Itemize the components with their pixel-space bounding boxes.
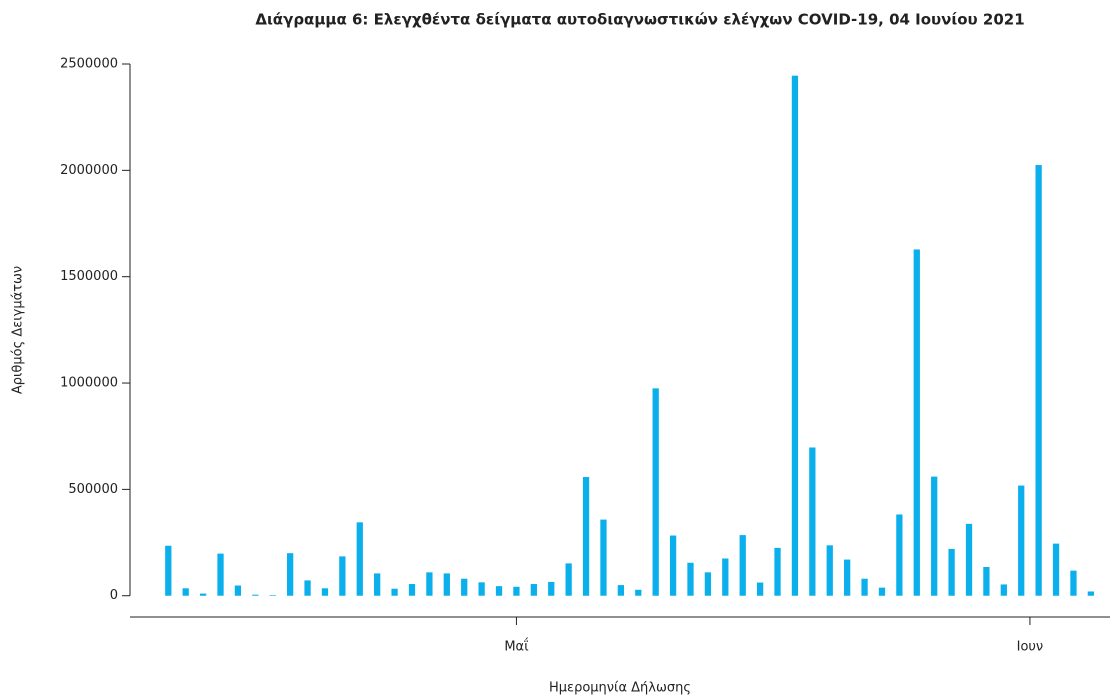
bar [635, 589, 642, 596]
y-axis-label: Αριθμός Δειγμάτων [11, 266, 26, 394]
bar [669, 535, 677, 596]
y-tick-label: 2500000 [60, 57, 118, 72]
bar [234, 585, 242, 596]
bar [478, 582, 485, 596]
bar [391, 588, 398, 596]
bar [548, 581, 555, 596]
bar [165, 545, 172, 596]
bar [495, 586, 503, 596]
bar [374, 573, 381, 596]
bar [756, 582, 764, 596]
bar [791, 75, 799, 596]
bar [182, 588, 189, 596]
bar [356, 522, 363, 596]
chart-title: Διάγραμμα 6: Ελεγχθέντα δείγματα αυτοδια… [255, 11, 1024, 29]
bar [530, 584, 537, 596]
y-tick-label: 1000000 [60, 376, 118, 391]
bar [513, 586, 520, 596]
bar [652, 388, 659, 596]
bar [565, 563, 572, 596]
bar [948, 548, 955, 596]
bar [878, 587, 886, 596]
bar [582, 477, 590, 596]
bar [774, 547, 781, 596]
bar [861, 578, 868, 596]
bar [426, 572, 433, 596]
bar [461, 578, 468, 596]
bar [252, 594, 259, 596]
bar [1070, 570, 1077, 596]
y-tick-label: 2000000 [60, 163, 118, 178]
bar [408, 584, 416, 596]
y-tick-label: 500000 [68, 482, 118, 497]
bar [339, 556, 346, 596]
bar [826, 545, 833, 596]
bar [687, 562, 694, 596]
bar [1087, 591, 1094, 596]
bar [269, 595, 276, 596]
x-tick-label: Ιουν [1017, 640, 1044, 655]
x-tick-label: Μαΐ [504, 639, 529, 655]
bar [1018, 485, 1025, 596]
bar [722, 558, 729, 596]
bar [965, 523, 973, 596]
y-tick-label: 1500000 [60, 269, 118, 284]
bar [321, 588, 329, 596]
bar [704, 572, 712, 596]
y-tick-label: 0 [110, 588, 118, 603]
bar [617, 585, 625, 596]
bar [443, 573, 450, 596]
bar [983, 567, 990, 596]
x-axis-label: Ημερομηνία Δήλωσης [549, 681, 691, 696]
bar [287, 553, 294, 596]
bar [1035, 165, 1042, 596]
bar [217, 553, 224, 596]
bar [931, 476, 938, 596]
bar [304, 580, 311, 596]
bar [913, 249, 920, 596]
bar [844, 559, 851, 596]
bar [1000, 584, 1007, 596]
bar [739, 535, 746, 596]
bar [1052, 543, 1060, 596]
bar [600, 519, 607, 596]
bar [809, 447, 816, 596]
bar [896, 514, 903, 596]
bar [199, 593, 207, 596]
